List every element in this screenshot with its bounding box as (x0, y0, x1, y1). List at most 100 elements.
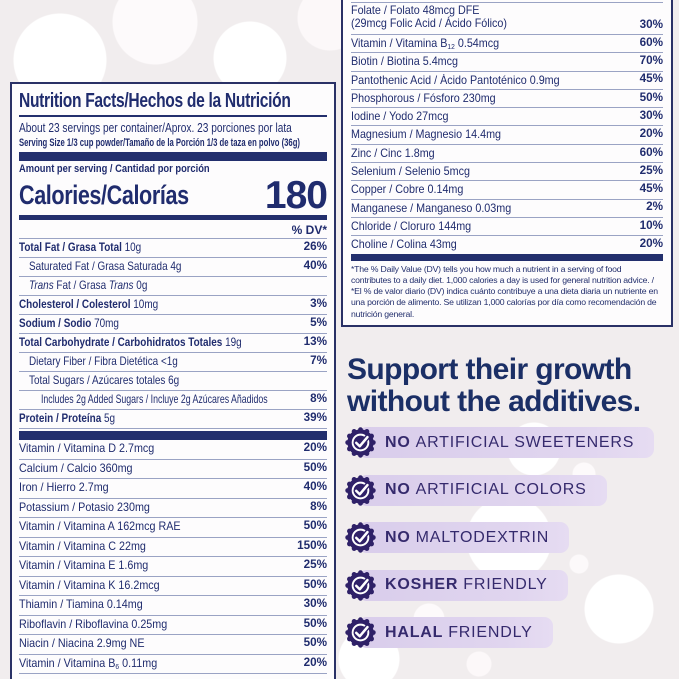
nutrient-label: Manganese / Manganeso 0.03mg (351, 201, 512, 215)
nutrient-row: Dietary Fiber / Fibra Dietética <1g 7% (19, 353, 327, 372)
nutrition-facts-panel: Nutrition Facts/Hechos de la Nutrición A… (10, 82, 336, 679)
dv-percent: 25% (303, 558, 327, 571)
claim-badge: NO ARTIFICIAL SWEETENERS (345, 427, 655, 458)
badge-list: NO ARTIFICIAL SWEETENERS NO ARTIFICIAL COL… (345, 427, 655, 648)
nutrient-label: Calcium / Calcio 360mg (19, 461, 133, 475)
nutrient-row: Cholesterol / Colesterol 10mg 3% (19, 296, 327, 315)
nutrient-label: Choline / Colina 43mg (351, 238, 457, 252)
dv-percent: 150% (297, 538, 327, 552)
nutrient-row: Vitamin / Vitamina E 1.6mg 25% (19, 557, 327, 577)
nutrient-row: Includes 2g Added Sugars / Incluye 2g Az… (19, 391, 327, 410)
nutrient-row: Choline / Colina 43mg 20% (351, 235, 663, 253)
nutrient-row: Niacin / Niacina 2.9mg NE 50% (19, 635, 327, 655)
dv-percent: 50% (303, 519, 327, 532)
nutrient-label: Vitamin / Vitamina A 162mcg RAE (19, 520, 181, 533)
badge-pill-background (358, 569, 568, 601)
vitamin-rows: Vitamin / Vitamina D 2.7mcg 20% Calcium / … (19, 440, 327, 674)
dv-percent: 20% (303, 441, 327, 454)
dv-percent: 20% (639, 127, 663, 141)
claim-badge: NO ARTIFICIAL COLORS (345, 474, 607, 506)
promo-headline: Support their growth without the additiv… (347, 354, 677, 418)
nutrient-label: Total Sugars / Azúcares totales 6g (29, 372, 179, 390)
badge-label-bold: HALAL (385, 623, 444, 641)
nutrient-label: Vitamin / Vitamina D 2.7mcg (19, 442, 155, 455)
dv-percent: 7% (310, 354, 327, 367)
dv-percent: 10% (639, 218, 663, 232)
badge-label-bold: NO (385, 528, 411, 546)
dv-percent: 45% (639, 182, 663, 196)
check-seal-icon (345, 617, 376, 648)
nutrient-label: Potassium / Potasio 230mg (19, 500, 150, 514)
badge-pill-background (358, 522, 570, 553)
nutrient-amount: 5g (104, 412, 116, 425)
nutrient-row: Total Sugars / Azúcares totales 6g (19, 372, 327, 391)
dv-percent: 40% (303, 259, 327, 272)
nutrient-row: Vitamin / Vitamina D 2.7mcg 20% (19, 440, 327, 460)
claim-badge: NO MALTODEXTRIN (345, 522, 570, 553)
dv-percent: 30% (639, 108, 663, 122)
claim-badge: HALAL FRIENDLY (345, 617, 553, 648)
dv-percent: 30% (639, 17, 663, 31)
badge-pill-background (358, 474, 607, 506)
badge-label-rest: MALTODEXTRIN (415, 528, 550, 546)
badge-label: HALAL FRIENDLY (385, 624, 553, 642)
nutrient-row: Sodium / Sodio 70mg 5% (19, 315, 327, 334)
nutrient-row: Magnesium / Magnesio 14.4mg 20% (351, 125, 663, 143)
nutrient-name: Folate / Folato 48mcg DFE (351, 4, 480, 17)
dv-percent: 20% (639, 237, 663, 251)
nutrient-label: Zinc / Cinc 1.8mg (351, 146, 435, 160)
nutrient-row: Total Carbohydrate / Carbohidratos Total… (19, 334, 327, 353)
servings-per-container: About 23 servings per container/Aprox. 2… (19, 120, 292, 135)
dv-percent: 20% (303, 655, 327, 669)
nutrient-label: Copper / Cobre 0.14mg (351, 183, 464, 197)
thick-bar (19, 152, 327, 161)
nutrient-row: Vitamin / Vitamina C 22mg 150% (19, 538, 327, 557)
nutrient-label: Chloride / Cloruro 144mg (351, 219, 472, 233)
promo-headline-line1: Support their growth (347, 353, 632, 386)
dv-percent: 26% (303, 240, 327, 253)
nutrient-label: Protein / Proteína 5g (19, 410, 115, 428)
dv-percent: 5% (310, 316, 327, 329)
dv-percent: 60% (639, 35, 663, 49)
nutrient-label: Magnesium / Magnesio 14.4mg (351, 128, 502, 142)
nutrient-name: Total Fat / Grasa Total (19, 241, 122, 254)
nutrient-row: Selenium / Selenio 5mcg 25% (351, 162, 663, 180)
dv-footnote: *The % Daily Value (DV) tells you how mu… (351, 263, 658, 319)
nutrient-row: Saturated Fat / Grasa Saturada 4g 40% (19, 258, 327, 277)
nutrient-name: Total Carbohydrate / Carbohidratos Total… (19, 336, 223, 349)
nutrient-label: Cholesterol / Colesterol 10mg (19, 296, 158, 314)
nutrient-label: Vitamin / Vitamina K 16.2mcg (19, 578, 160, 592)
nutrient-label: Iron / Hierro 2.7mg (19, 481, 109, 494)
nutrient-row: Pantothenic Acid / Ácido Pantoténico 0.9… (351, 70, 663, 89)
check-seal-icon (345, 427, 376, 458)
nutrient-row: Riboflavin / Riboflavina 0.25mg 50% (19, 616, 327, 635)
nutrient-label: Iodine / Yodo 27mcg (351, 110, 449, 124)
nutrient-row: Iron / Hierro 2.7mg 40% (19, 479, 327, 499)
check-seal-icon (345, 522, 376, 553)
nutrient-name: Cholesterol / Colesterol (19, 298, 131, 311)
nutrient-label: Folate / Folato 48mcg DFE (29mcg Folic Ac… (351, 3, 507, 32)
dv-percent: 50% (303, 577, 327, 591)
nutrient-label: Riboflavin / Riboflavina 0.25mg (19, 617, 168, 631)
dv-percent: 70% (639, 54, 663, 68)
badge-label: NO ARTIFICIAL COLORS (385, 481, 607, 499)
nutrient-row: Biotin / Biotina 5.4mcg 70% (351, 52, 663, 70)
calories-row: Calories/Calorías 180 (19, 176, 328, 215)
dv-percent: 50% (303, 616, 327, 630)
nutrient-row: Zinc / Cinc 1.8mg 60% (351, 143, 663, 162)
nutrient-label: Sodium / Sodio 70mg (19, 315, 119, 333)
promo-headline-line2: without the additives. (347, 385, 641, 418)
dv-percent: 2% (646, 200, 663, 214)
nutrient-amount: 0g (136, 279, 148, 292)
nutrient-label: Vitamin / Vitamina B12 0.54mcg (351, 37, 500, 51)
nutrient-label: Vitamin / Vitamina B6 0.11mg (19, 656, 158, 671)
nutrient-name: Total Sugars / Azúcares totales (29, 374, 166, 387)
nutrient-label: Vitamin / Vitamina E 1.6mg (19, 559, 149, 572)
nutrient-amount: 10mg (133, 298, 159, 311)
claim-badge: KOSHER FRIENDLY (345, 569, 568, 601)
nutrient-label: Trans Fat / Grasa Trans 0g (29, 277, 147, 295)
dv-percent: 50% (303, 636, 327, 649)
nutrient-row: Vitamin / Vitamina B12 0.54mcg 60% (351, 34, 663, 52)
dv-percent: 30% (303, 597, 327, 610)
nutrient-label: Phosphorous / Fósforo 230mg (351, 91, 496, 105)
